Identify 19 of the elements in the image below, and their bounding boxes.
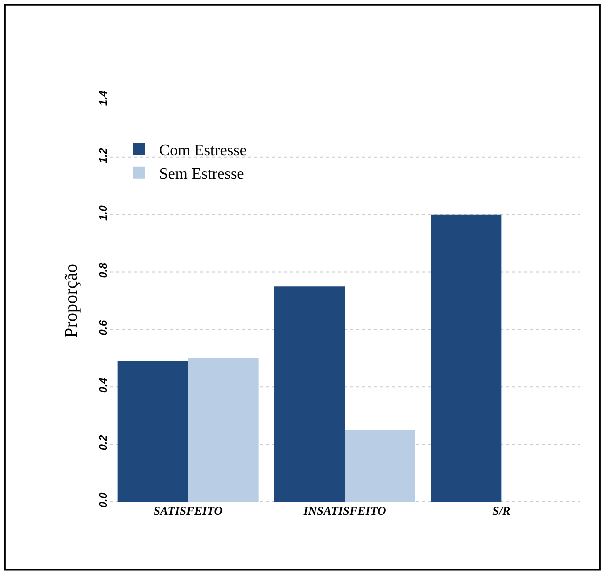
- bar: [188, 358, 259, 502]
- y-tick-label: 1.0: [98, 204, 110, 221]
- bar: [274, 286, 345, 502]
- y-tick-label: 0.8: [98, 262, 110, 278]
- y-tick-label: 1.4: [98, 90, 110, 106]
- y-tick-label: 1.2: [98, 148, 110, 164]
- x-tick-label: INSATISFEITO: [302, 504, 387, 518]
- y-tick-label: 0.4: [98, 378, 110, 394]
- y-tick-label: 0.2: [98, 435, 110, 451]
- x-tick-label: S/R: [492, 504, 511, 518]
- y-tick-label: 0.6: [98, 320, 110, 336]
- bar: [431, 214, 502, 502]
- x-tick-label: SATISFEITO: [154, 504, 224, 518]
- legend-label: Com Estresse: [159, 142, 247, 160]
- bar: [118, 361, 188, 502]
- legend-label: Sem Estresse: [159, 166, 244, 184]
- bar: [345, 430, 416, 502]
- y-tick-label: 0.0: [98, 492, 110, 508]
- y-axis-title: Proporção: [61, 264, 81, 338]
